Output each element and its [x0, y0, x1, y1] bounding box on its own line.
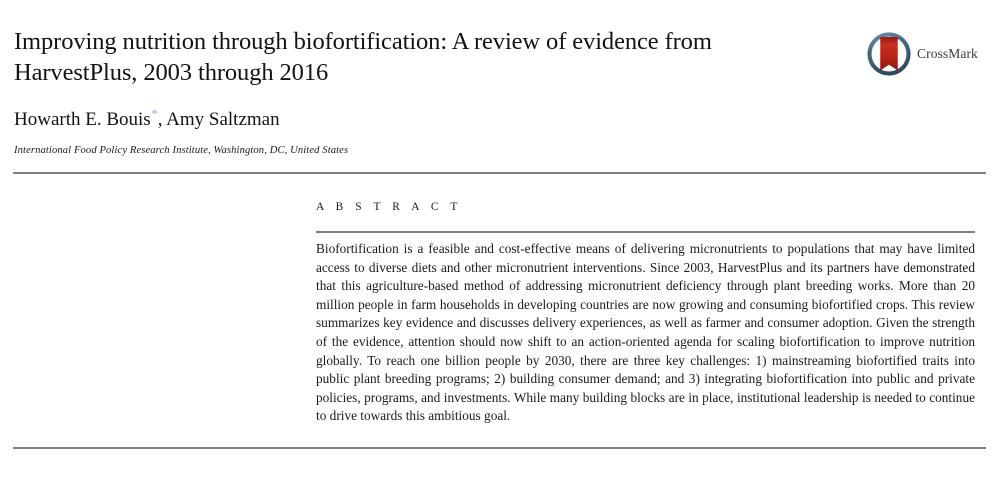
crossmark-label: CrossMark [917, 46, 978, 61]
abstract-heading: A B S T R A C T [316, 201, 462, 213]
footer-divider-rule [13, 447, 986, 449]
header-divider-rule [13, 172, 986, 174]
author-name-secondary: , Amy Saltzman [157, 109, 280, 130]
page-title: Improving nutrition through biofortifica… [14, 28, 712, 86]
abstract-divider-rule [316, 231, 975, 233]
affiliation: International Food Policy Research Insti… [14, 145, 349, 156]
article-header: Improving nutrition through biofortifica… [14, 26, 854, 156]
author-name-primary: Howarth E. Bouis [14, 109, 151, 130]
crossmark-badge[interactable]: CrossMark [866, 29, 986, 79]
abstract-text: Biofortification is a feasible and cost-… [316, 241, 975, 424]
crossmark-logo-icon [867, 32, 911, 76]
author-list: Howarth E. Bouis*, Amy Saltzman [14, 105, 280, 132]
corresponding-author-marker[interactable]: * [151, 105, 158, 121]
